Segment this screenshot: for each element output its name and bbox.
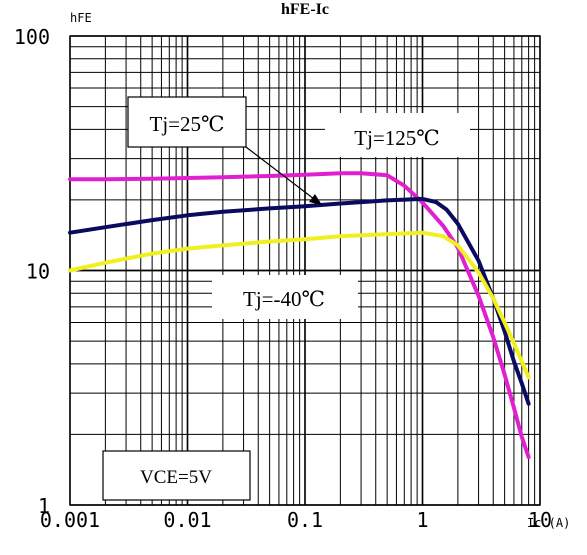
x-tick-label: 0.01 (163, 508, 211, 532)
condition-vce: VCE=5V (140, 467, 212, 488)
x-tick-label: 0.1 (287, 508, 323, 532)
y-tick-label: 1 (38, 494, 50, 518)
x-axis-label: Ic (A) (527, 516, 570, 530)
annotation-tj-40: Tj=-40℃ (243, 287, 325, 311)
y-axis-label: hFE (70, 11, 92, 25)
y-tick-label: 100 (14, 25, 50, 49)
annotation-tj25: Tj=25℃ (150, 112, 225, 136)
chart-title: hFE-Ic (281, 1, 329, 18)
x-tick-label: 1 (416, 508, 428, 532)
y-tick-label: 10 (26, 260, 50, 284)
annotation-tj125: Tj=125℃ (354, 126, 440, 150)
